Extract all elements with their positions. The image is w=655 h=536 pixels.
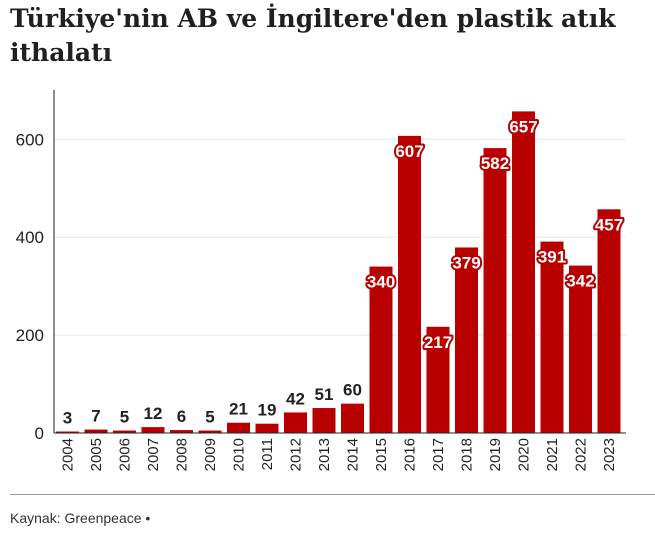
bar-2008 (170, 430, 193, 433)
x-tick-label: 2013 (316, 438, 333, 471)
x-tick-label: 2022 (573, 438, 590, 471)
x-tick-labels: 2004 2005 2006 2007 2008 2009 2010 2011 2012 2013… (60, 438, 619, 471)
data-label: 5 (205, 408, 214, 427)
bar-2015 (369, 266, 393, 433)
chart-title: Türkiye'nin AB ve İngiltere'den plastik … (10, 4, 616, 67)
bar-2016 (398, 135, 421, 433)
bar-2012 (284, 412, 307, 433)
bar-2011 (255, 423, 279, 433)
x-tick-label: 2007 (145, 438, 162, 471)
x-tick-label: 2019 (487, 438, 504, 471)
data-label: 5 (120, 408, 129, 427)
data-label: 60 (343, 381, 362, 400)
bar-2019 (483, 148, 507, 433)
bar-2007 (141, 427, 165, 433)
data-label: 12 (144, 404, 163, 423)
data-label: 42 (286, 389, 305, 408)
x-tick-label: 2004 (60, 438, 77, 471)
bar-2020 (512, 111, 535, 433)
bar-2006 (113, 430, 136, 433)
x-tick-label: 2012 (288, 438, 305, 471)
data-label: 51 (315, 385, 334, 404)
data-label: 457 (595, 215, 623, 234)
y-tick-label: 600 (16, 130, 44, 149)
source-divider (10, 494, 655, 495)
y-tick-label: 400 (16, 228, 44, 247)
x-tick-label: 2023 (601, 438, 618, 471)
x-tick-label: 2016 (402, 438, 419, 471)
x-tick-label: 2021 (544, 438, 561, 471)
bar-2005 (84, 429, 108, 433)
y-tick-label: 0 (35, 424, 44, 443)
source-note: Kaynak: Greenpeace • (10, 510, 150, 526)
x-tick-label: 2005 (88, 438, 105, 471)
x-tick-label: 2017 (430, 438, 447, 471)
bar-2023 (597, 209, 621, 433)
data-label: 391 (538, 248, 566, 267)
bar-2009 (198, 430, 222, 433)
data-label: 340 (367, 273, 395, 292)
x-tick-label: 2009 (202, 438, 219, 471)
bar-2021 (540, 241, 564, 433)
x-tick-label: 2011 (259, 438, 276, 470)
data-label: 657 (509, 117, 537, 136)
bar-2022 (569, 265, 592, 433)
x-tick-label: 2014 (345, 438, 362, 471)
x-tick-label: 2010 (231, 438, 248, 471)
y-tick-label: 200 (16, 326, 44, 345)
data-label: 6 (177, 407, 186, 426)
data-label: 607 (395, 142, 423, 161)
source-text: Kaynak: Greenpeace (10, 510, 142, 526)
gridlines (54, 138, 626, 336)
x-tick-label: 2020 (516, 438, 533, 471)
data-label: 217 (424, 333, 452, 352)
data-label: 582 (481, 154, 509, 173)
data-label: 21 (229, 400, 248, 419)
x-tick-label: 2015 (373, 438, 390, 471)
bar-2004 (56, 431, 79, 433)
data-label: 7 (91, 407, 100, 426)
bar-2017 (426, 326, 450, 433)
bars (56, 111, 621, 433)
data-label: 379 (452, 253, 480, 272)
bar-2014 (341, 403, 364, 433)
data-label: 342 (566, 272, 594, 291)
data-label: 3 (63, 409, 72, 428)
bar-2013 (312, 408, 336, 433)
y-tick-labels: 0 200 400 600 (16, 130, 44, 443)
source-bullet: • (145, 510, 151, 526)
data-label: 19 (258, 401, 277, 420)
bar-2018 (455, 247, 478, 433)
x-tick-label: 2006 (117, 438, 134, 471)
x-tick-label: 2008 (174, 438, 191, 471)
bar-2010 (227, 422, 250, 433)
x-tick-label: 2018 (459, 438, 476, 471)
